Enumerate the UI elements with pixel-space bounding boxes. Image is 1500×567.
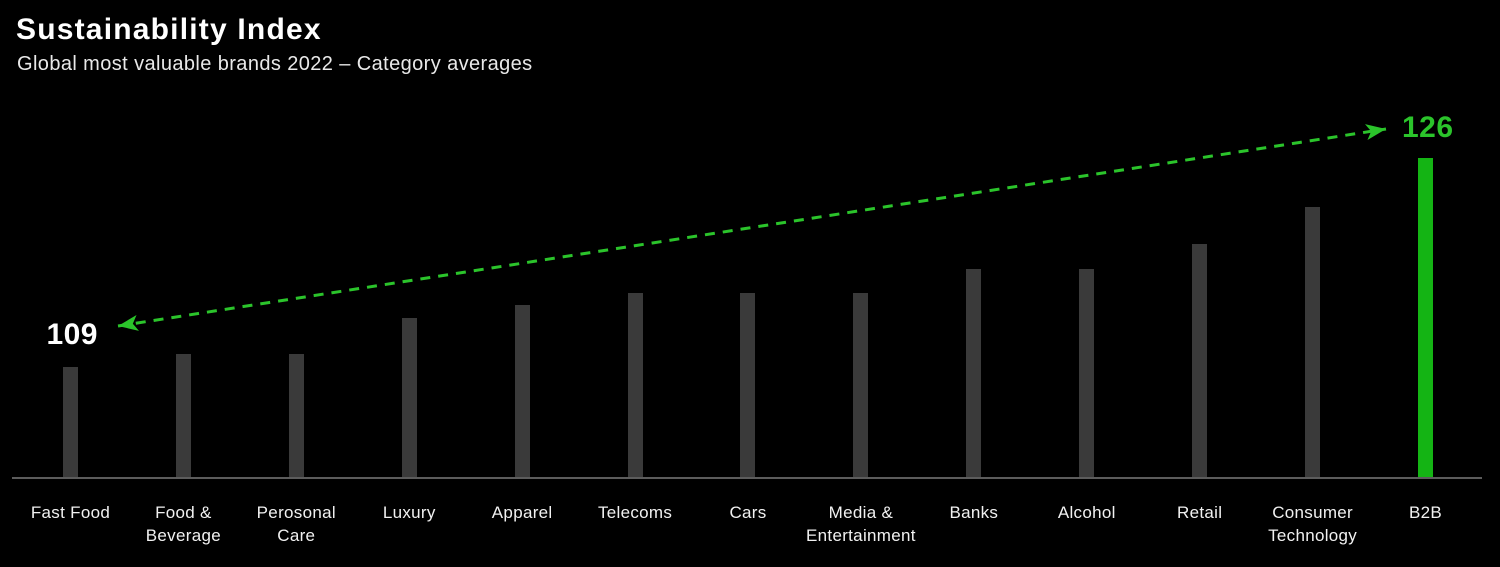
bar-column-banks: Banks [917,90,1030,522]
bar-column-luxury: Luxury [353,90,466,522]
bar-apparel [514,305,530,477]
bar-column-b2b: B2B [1369,90,1482,522]
arrow-start-value: 109 [46,318,98,351]
bar-column-cars: Cars [692,90,805,522]
bar-column-fast-food: Fast Food [14,90,127,522]
bar-column-media-entertainment: Media & Entertainment [804,90,917,545]
bar-banks [966,269,982,477]
bar-perosonal-care [288,354,304,477]
category-label-b2b: B2B [1409,503,1443,522]
bar-column-retail: Retail [1143,90,1256,522]
bar-telecoms [627,293,643,477]
category-label-cars: Cars [729,503,767,522]
chart-title: Sustainability Index [16,13,322,46]
bar-chart: Fast Food Food & Beverage Perosonal Care Luxu… [14,90,1482,545]
bar-alcohol [1079,269,1095,477]
bar-column-apparel: Apparel [466,90,579,522]
bar-retail [1192,244,1208,477]
x-axis-line [12,477,1482,479]
category-label-perosonal-care: Perosonal Care [256,503,336,545]
category-label-food-beverage: Food & Beverage [145,503,221,545]
bar-column-food-beverage: Food & Beverage [127,90,240,545]
category-label-apparel: Apparel [491,503,553,522]
category-label-consumer-technology: Consumer Technology [1268,503,1358,545]
category-label-alcohol: Alcohol [1057,503,1116,522]
bar-media-entertainment [853,293,869,477]
bar-cars [740,293,756,477]
bar-column-alcohol: Alcohol [1030,90,1143,522]
bar-column-consumer-technology: Consumer Technology [1256,90,1369,545]
bar-b2b [1418,158,1434,477]
bar-column-telecoms: Telecoms [579,90,692,522]
category-label-telecoms: Telecoms [597,503,673,522]
category-label-media-entertainment: Media & Entertainment [806,503,916,545]
category-label-luxury: Luxury [382,503,436,522]
category-label-fast-food: Fast Food [30,503,111,522]
bar-food-beverage [175,354,191,477]
chart-subtitle: Global most valuable brands 2022 – Categ… [17,53,533,75]
bar-luxury [401,318,417,477]
bar-column-perosonal-care: Perosonal Care [240,90,353,545]
bar-fast-food [62,367,78,477]
bar-consumer-technology [1305,207,1321,477]
arrow-end-value: 126 [1402,111,1454,144]
category-label-banks: Banks [949,503,999,522]
category-label-retail: Retail [1177,503,1223,522]
